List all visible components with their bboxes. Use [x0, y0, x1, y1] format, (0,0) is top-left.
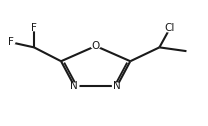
Circle shape [164, 25, 176, 32]
Circle shape [30, 26, 38, 31]
Circle shape [7, 40, 15, 45]
Text: F: F [8, 37, 14, 47]
Text: N: N [71, 81, 78, 91]
Text: O: O [92, 41, 100, 51]
Circle shape [70, 83, 79, 89]
Text: Cl: Cl [165, 23, 175, 34]
Text: N: N [113, 81, 121, 91]
Text: F: F [31, 23, 37, 34]
Circle shape [91, 43, 100, 49]
Circle shape [113, 83, 122, 89]
